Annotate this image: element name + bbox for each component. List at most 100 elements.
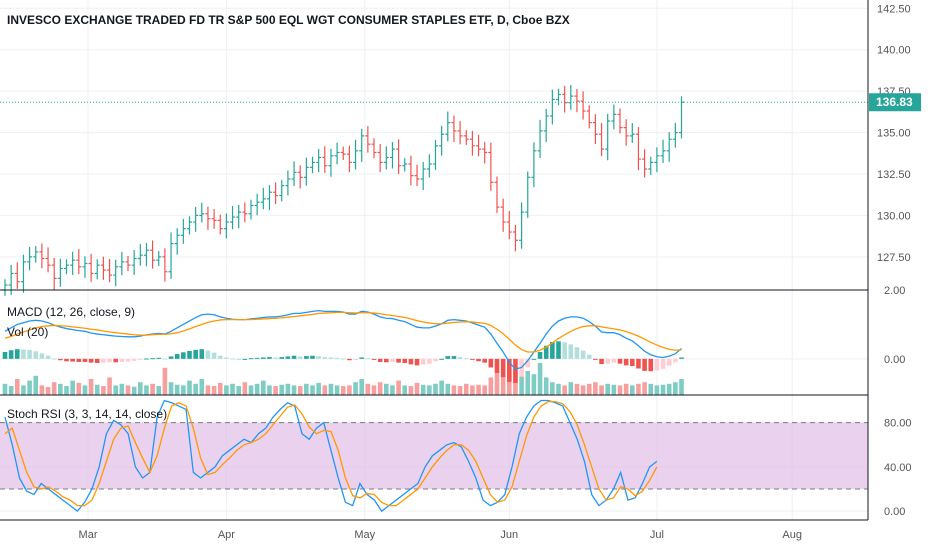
volume-bar [242,382,248,395]
macd-histogram-bar [224,357,229,359]
volume-bar [304,383,309,395]
volume-bar [254,383,260,395]
volume-bar [562,385,567,395]
macd-histogram-bar [162,358,168,360]
macd-histogram-bar [599,358,604,365]
volume-bar [21,385,26,395]
macd-histogram-bar [156,357,162,359]
volume-bar [525,371,531,395]
macd-histogram-bar [427,358,432,364]
volume-bar [377,382,383,395]
volume-bar [414,382,420,395]
macd-histogram-bar [94,358,100,363]
volume-bar [316,382,321,395]
macd-histogram-bar [58,358,63,361]
volume-bar [199,379,205,395]
macd-histogram-bar [205,350,211,359]
macd-histogram-bar [402,358,408,363]
macd-histogram-bar [45,355,51,359]
macd-histogram-bar [390,358,395,362]
macd-histogram-bar [217,355,223,359]
macd-histogram-bar [636,358,641,369]
volume-bar [648,383,654,395]
volume-bar [94,384,100,395]
volume-bar [457,386,463,395]
volume-bar [70,380,75,395]
y-tick-label: 0.00 [884,506,905,518]
macd-histogram-bar [107,358,112,363]
volume-bar [82,385,88,395]
macd-histogram-bar [679,357,684,359]
macd-histogram-bar [242,358,248,360]
macd-histogram-bar [488,358,494,368]
stoch-rsi-line-d [4,400,658,507]
volume-bar [556,383,561,395]
volume-bar [64,386,69,395]
volume-bar [107,377,112,395]
x-tick-label: Jul [650,529,664,541]
macd-histogram-bar [236,358,241,360]
volume-bar [353,382,358,395]
macd-histogram-bar [261,357,266,359]
macd-histogram-bar [586,354,592,359]
volume-bar [371,385,377,395]
volume-bar [654,385,660,395]
macd-histogram-bar [568,344,574,359]
chart-title: INVESCO EXCHANGE TRADED FD TR S&P 500 EQ… [7,13,570,27]
y-tick-label: 2.00 [884,285,905,297]
volume-bar [519,375,524,395]
volume-bar [211,386,217,395]
macd-histogram-bar [33,351,39,359]
stoch-rsi-line-k [4,399,658,513]
macd-histogram-bar [580,350,586,359]
last-price-badge [869,93,921,112]
macd-histogram-bar [273,357,278,359]
volume-bar [568,382,574,395]
y-tick-label: 0.00 [884,354,905,366]
volume-bar [297,386,303,395]
macd-histogram-bar [181,352,186,359]
volume-bar [599,385,604,395]
volume-bar [33,375,39,395]
volume-bar [433,383,438,395]
x-tick-label: Aug [782,529,802,541]
volume-bar [586,383,592,395]
stoch-rsi-title: Stoch RSI (3, 3, 14, 14, close) [7,407,167,421]
volume-bar [144,385,149,395]
macd-histogram-bar [193,349,198,359]
volume-bar [205,385,211,395]
macd-histogram-bar [543,345,549,359]
macd-histogram-bar [353,358,358,360]
y-tick-label: 140.00 [877,45,911,57]
macd-histogram-bar [414,358,420,366]
volume-bar [285,383,291,395]
volume-bar [550,382,555,395]
macd-histogram-bar [64,358,69,362]
macd-histogram-bar [617,358,623,364]
volume-bar [593,382,598,395]
volume-bar [488,377,494,395]
macd-histogram-bar [174,354,180,359]
macd-histogram-bar [334,357,340,359]
macd-histogram-bar [673,358,678,363]
volume-bar [617,385,623,395]
volume-bar [439,380,444,395]
volume-bar [482,385,487,395]
volume-bar [76,382,82,395]
volume-bar [334,385,340,395]
macd-histogram-bar [408,358,414,365]
macd-histogram-bar [267,357,272,359]
macd-histogram-bar [131,358,137,361]
macd-histogram-bar [384,358,389,363]
macd-histogram-bar [21,349,26,359]
macd-histogram-bar [525,358,531,368]
macd-histogram-bar [310,355,315,359]
macd-histogram-bar [537,351,543,359]
volume-bar [181,385,186,395]
volume-bar [611,384,617,395]
macd-histogram-bar [513,358,518,383]
volume-bar [125,385,131,395]
macd-histogram-bar [574,347,580,359]
macd-line-signal [4,311,682,353]
